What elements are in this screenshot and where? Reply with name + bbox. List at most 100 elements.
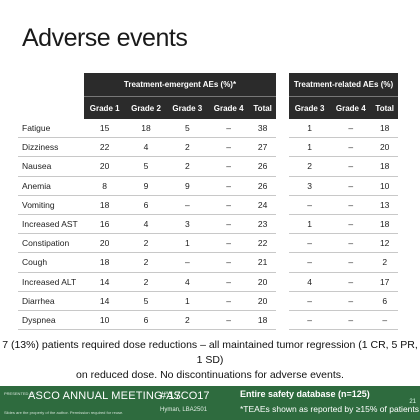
safety-database-label: Entire safety database (n=125) (240, 389, 370, 399)
event-name: Increased AST (18, 214, 84, 235)
teae-cell: – (207, 195, 250, 215)
teae-cell: 38 (249, 119, 276, 139)
teae-cell: 6 (125, 310, 167, 331)
trae-cell: 4 (289, 272, 331, 292)
teae-cell: 24 (249, 195, 276, 215)
trae-cell: 10 (371, 176, 398, 196)
footer-bar: PRESENTED AT: ASCO ANNUAL MEETING '17 #A… (0, 386, 420, 420)
teae-table-row: Cough 18 2– –21 (18, 252, 276, 273)
teae-cell: 5 (166, 119, 208, 139)
teae-cell: 10 (84, 310, 126, 331)
trae-cell: – (289, 233, 331, 254)
trae-cell: 2 (289, 156, 331, 177)
event-name: Cough (18, 252, 84, 273)
trae-cell: – (330, 214, 372, 235)
trae-group-header: Treatment-related AEs (%) (289, 73, 398, 97)
meeting-name: ASCO ANNUAL MEETING '17 (28, 390, 181, 402)
trae-cell: – (289, 195, 331, 215)
teae-table-row: Anemia 8 9 9–26 (18, 176, 276, 196)
trae-cell: – (330, 252, 372, 273)
teae-cell: 18 (84, 195, 126, 215)
teae-cell: – (207, 272, 250, 292)
trae-cell: – (289, 310, 331, 331)
trae-column-header: Grade 3 (289, 96, 331, 119)
teae-cell: 5 (125, 156, 167, 177)
note-line-1: 7 (13%) patients required dose reduction… (2, 339, 418, 366)
blank-header-cell (18, 73, 84, 97)
trae-cell: 6 (371, 291, 398, 311)
presented-at-label: PRESENTED AT: (4, 391, 35, 396)
footer-disclaimer: Slides are the property of the author. P… (4, 410, 124, 415)
note-line-2: on reduced dose. No discontinuations for… (76, 369, 344, 381)
page-number: 21 (409, 399, 416, 405)
trae-column-header: Grade 4 (330, 96, 372, 119)
teae-cell: 22 (84, 137, 126, 158)
trae-cell: 1 (289, 214, 331, 235)
teae-table-row: Constipation 20 2 1–22 (18, 233, 276, 254)
trae-table-row: – –13 (289, 195, 398, 215)
teae-cell: – (166, 252, 208, 273)
trae-table-row: 1–20 (289, 137, 398, 158)
teae-column-header: Grade 1 (84, 96, 126, 119)
event-name: Anemia (18, 176, 84, 196)
teae-cell: 5 (125, 291, 167, 311)
blank-header-cell (18, 97, 84, 120)
teae-table-row: Vomiting 18 6– –24 (18, 195, 276, 215)
trae-table-row: – – – (289, 310, 398, 331)
trae-table-row: 4–17 (289, 272, 398, 292)
dose-reduction-note: 7 (13%) patients required dose reduction… (0, 338, 420, 383)
teae-cell: 20 (249, 272, 276, 292)
teae-cell: – (207, 176, 250, 196)
trae-cell: 1 (289, 137, 331, 158)
teae-cell: – (207, 291, 250, 311)
trae-cell: – (371, 310, 398, 331)
teae-cell: 9 (166, 176, 208, 196)
event-name: Diarrhea (18, 291, 84, 311)
teae-cell: 4 (125, 214, 167, 235)
teae-cell: 22 (249, 233, 276, 254)
trae-cell: – (330, 291, 372, 311)
trae-cell: 2 (371, 252, 398, 273)
teae-cell: 20 (249, 291, 276, 311)
trae-cell: 18 (371, 214, 398, 235)
trae-table-row: – –12 (289, 233, 398, 254)
event-name: Vomiting (18, 195, 84, 215)
teae-cell: 18 (249, 310, 276, 331)
trae-cell: 18 (371, 156, 398, 177)
teae-cell: 2 (166, 310, 208, 331)
trae-table-row: 3–10 (289, 176, 398, 196)
event-name: Dyspnea (18, 310, 84, 331)
teae-table-row: Increased AST 16 4 3–23 (18, 214, 276, 235)
teae-cell: 6 (125, 195, 167, 215)
teae-cell: 2 (166, 156, 208, 177)
trae-table-row: 1–18 (289, 119, 398, 139)
teae-cell: – (207, 156, 250, 177)
trae-cell: 12 (371, 233, 398, 254)
teae-column-header: Grade 4 (207, 96, 250, 119)
teae-cell: 16 (84, 214, 126, 235)
teae-group-header: Treatment-emergent AEs (%)* (84, 73, 276, 97)
trae-cell: – (330, 156, 372, 177)
teae-cell: 1 (166, 291, 208, 311)
trae-cell: 13 (371, 195, 398, 215)
teae-cell: 1 (166, 233, 208, 254)
trae-column-header: Total (371, 96, 398, 119)
trae-table-row: 2–18 (289, 156, 398, 177)
trae-cell: – (330, 310, 372, 331)
teae-cell: – (207, 119, 250, 139)
trae-cell: – (289, 252, 331, 273)
teae-table-row: Dizziness 22 4 2–27 (18, 137, 276, 158)
trae-cell: 3 (289, 176, 331, 196)
trae-cell: – (330, 176, 372, 196)
teae-footnote: *TEAEs shown as reported by ≥15% of pati… (240, 404, 420, 414)
teae-cell: 2 (125, 233, 167, 254)
meeting-hashtag: #ASCO17 (160, 390, 210, 402)
teae-cell: 20 (84, 233, 126, 254)
teae-table-row: Dyspnea 10 6 2–18 (18, 310, 276, 331)
teae-cell: 14 (84, 291, 126, 311)
teae-column-header: Total (249, 96, 276, 119)
event-name: Increased ALT (18, 272, 84, 292)
teae-cell: 26 (249, 156, 276, 177)
trae-table-row: – –2 (289, 252, 398, 273)
teae-cell: 15 (84, 119, 126, 139)
